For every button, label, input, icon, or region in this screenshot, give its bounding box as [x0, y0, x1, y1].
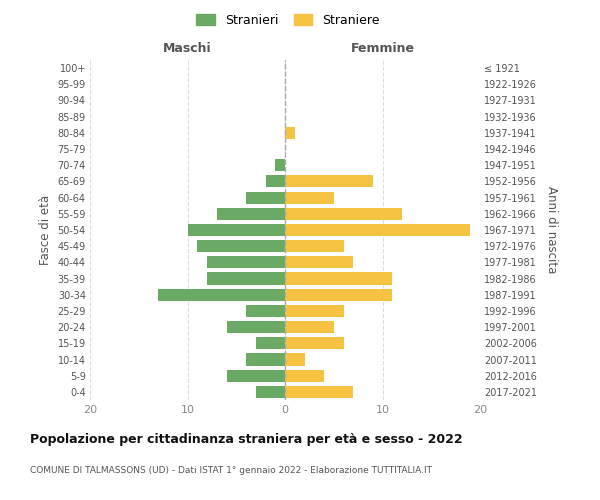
- Bar: [285, 256, 353, 268]
- Bar: [207, 256, 285, 268]
- Bar: [197, 240, 285, 252]
- Bar: [285, 288, 392, 301]
- Bar: [285, 240, 343, 252]
- Text: Maschi: Maschi: [163, 42, 212, 55]
- Bar: [285, 321, 334, 333]
- Bar: [246, 354, 285, 366]
- Bar: [285, 386, 353, 398]
- Bar: [265, 176, 285, 188]
- Bar: [285, 127, 295, 139]
- Bar: [187, 224, 285, 236]
- Bar: [285, 224, 470, 236]
- Bar: [285, 192, 334, 203]
- Text: Femmine: Femmine: [350, 42, 415, 55]
- Legend: Stranieri, Straniere: Stranieri, Straniere: [191, 8, 385, 32]
- Text: COMUNE DI TALMASSONS (UD) - Dati ISTAT 1° gennaio 2022 - Elaborazione TUTTITALIA: COMUNE DI TALMASSONS (UD) - Dati ISTAT 1…: [30, 466, 432, 475]
- Y-axis label: Anni di nascita: Anni di nascita: [545, 186, 558, 274]
- Y-axis label: Fasce di età: Fasce di età: [39, 195, 52, 265]
- Bar: [217, 208, 285, 220]
- Bar: [227, 370, 285, 382]
- Bar: [246, 192, 285, 203]
- Text: Popolazione per cittadinanza straniera per età e sesso - 2022: Popolazione per cittadinanza straniera p…: [30, 432, 463, 446]
- Bar: [285, 208, 402, 220]
- Bar: [285, 176, 373, 188]
- Bar: [246, 305, 285, 317]
- Bar: [285, 272, 392, 284]
- Bar: [256, 338, 285, 349]
- Bar: [207, 272, 285, 284]
- Bar: [285, 370, 324, 382]
- Bar: [285, 305, 343, 317]
- Bar: [158, 288, 285, 301]
- Bar: [227, 321, 285, 333]
- Bar: [275, 159, 285, 172]
- Bar: [285, 338, 343, 349]
- Bar: [285, 354, 305, 366]
- Bar: [256, 386, 285, 398]
